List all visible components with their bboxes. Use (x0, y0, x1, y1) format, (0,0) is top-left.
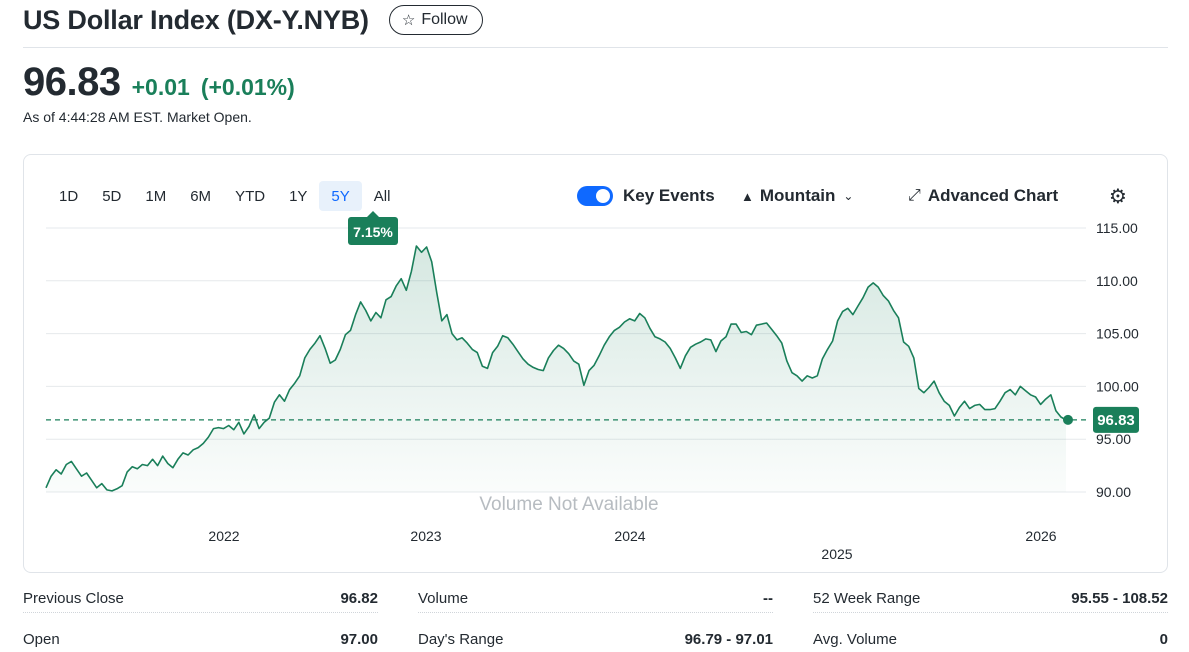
quote-stats: Previous Close 96.82 Open 97.00 Volume -… (23, 585, 1168, 652)
advanced-chart-button[interactable]: ⤢ Advanced Chart (908, 181, 1058, 211)
area-fill (46, 246, 1066, 492)
series-line (45, 245, 1067, 492)
stat-label: Previous Close (23, 590, 124, 607)
star-outline-icon: ☆ (401, 11, 416, 29)
stat-avg-volume: Avg. Volume 0 (813, 625, 1168, 652)
x-tick-label: 2023 (410, 528, 441, 544)
range-tab-5y[interactable]: 5Y (319, 181, 362, 211)
range-tab-6m[interactable]: 6M (190, 187, 212, 205)
key-events-toggle[interactable]: Key Events (577, 181, 715, 211)
y-tick-label: 105.00 (1096, 326, 1139, 342)
stat-label: 52 Week Range (813, 590, 921, 607)
key-events-label: Key Events (623, 186, 715, 205)
stat-label: Day's Range (418, 630, 504, 648)
y-tick-label: 115.00 (1096, 220, 1138, 236)
market-status: As of 4:44:28 AM EST. Market Open. (23, 109, 252, 125)
current-price-tag-value: 96.83 (1097, 412, 1135, 429)
gear-icon[interactable]: ⚙ (1109, 185, 1127, 208)
stat-label: Open (23, 630, 60, 648)
stat-label: Volume (418, 590, 469, 607)
range-change-value: 7.15% (353, 224, 393, 240)
chart-card: 1D 5D 1M 6M YTD 1Y 5Y All Key Events ▲ M… (23, 154, 1168, 573)
range-tab-1m[interactable]: 1M (145, 187, 167, 205)
x-tick-label: 2026 (1025, 528, 1056, 544)
follow-button[interactable]: ☆ Follow (388, 5, 483, 35)
stat-previous-close: Previous Close 96.82 (23, 585, 378, 613)
expand-arrow-icon: ⤢ (908, 187, 921, 204)
stat-52-week-range: 52 Week Range 95.55 - 108.52 (813, 585, 1168, 613)
stat-value: 96.79 - 97.01 (684, 630, 773, 648)
advanced-chart-label: Advanced Chart (927, 186, 1059, 205)
stat-volume: Volume -- (418, 585, 773, 613)
y-tick-label: 100.00 (1096, 378, 1139, 394)
page-title: US Dollar Index (DX-Y.NYB) (23, 4, 369, 35)
mountain-icon: ▲ (741, 188, 754, 204)
follow-label: Follow (421, 11, 468, 28)
range-change-badge: 7.15% (348, 211, 398, 245)
range-tab-5d[interactable]: 5D (102, 187, 122, 205)
price-change: +0.01 (131, 74, 190, 100)
range-tab-all[interactable]: All (373, 187, 391, 205)
stat-label: Avg. Volume (813, 630, 897, 648)
range-tabs: 1D 5D 1M 6M YTD 1Y 5Y All (47, 181, 402, 211)
x-tick-label: 2024 (614, 528, 645, 544)
range-tab-ytd[interactable]: YTD (235, 187, 266, 205)
toggle-switch[interactable] (577, 186, 613, 206)
current-price: 96.83 (23, 60, 121, 104)
stat-value: 95.55 - 108.52 (1071, 590, 1168, 607)
chart-type-dropdown[interactable]: ▲ Mountain ⌄ (741, 181, 853, 211)
volume-not-available: Volume Not Available (479, 494, 658, 515)
y-tick-label: 95.00 (1096, 431, 1131, 447)
stat-value: -- (763, 590, 773, 607)
chevron-down-icon: ⌄ (843, 189, 854, 203)
x-tick-label: 2022 (208, 528, 239, 544)
current-price-tag: 96.83 (1093, 406, 1139, 433)
price-change-percent: (+0.01%) (200, 74, 295, 100)
latest-point (1063, 414, 1073, 425)
y-tick-label: 90.00 (1096, 484, 1131, 500)
stat-value: 0 (1159, 630, 1168, 648)
stat-days-range: Day's Range 96.79 - 97.01 (418, 625, 773, 652)
header-divider (23, 47, 1168, 48)
page-header: US Dollar Index (DX-Y.NYB) ☆ Follow (23, 4, 483, 36)
range-tab-1d[interactable]: 1D (59, 187, 79, 205)
y-tick-label: 110.00 (1096, 273, 1138, 289)
stat-value: 96.82 (340, 590, 378, 607)
chart-type-label: Mountain (759, 186, 836, 205)
stat-open: Open 97.00 (23, 625, 378, 652)
x-tick-label: 2025 (821, 546, 852, 562)
stat-value: 97.00 (340, 630, 378, 648)
range-tab-1y[interactable]: 1Y (289, 187, 308, 205)
quote-summary: 96.83 +0.01 (+0.01%) (23, 60, 295, 105)
price-chart[interactable]: 115.00 110.00 105.00 100.00 95.00 90.00 2022 2… (24, 155, 1169, 574)
